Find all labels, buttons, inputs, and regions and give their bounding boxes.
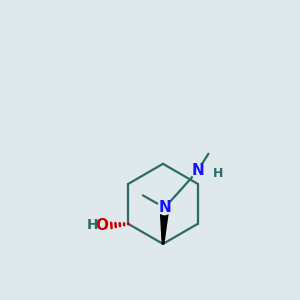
Circle shape (94, 218, 108, 233)
Text: H: H (86, 218, 98, 233)
Text: N: N (158, 200, 171, 215)
Circle shape (191, 164, 205, 178)
Text: H: H (212, 167, 223, 180)
Text: O: O (96, 218, 109, 233)
Text: N: N (191, 163, 204, 178)
Polygon shape (160, 208, 169, 244)
Circle shape (158, 201, 172, 214)
